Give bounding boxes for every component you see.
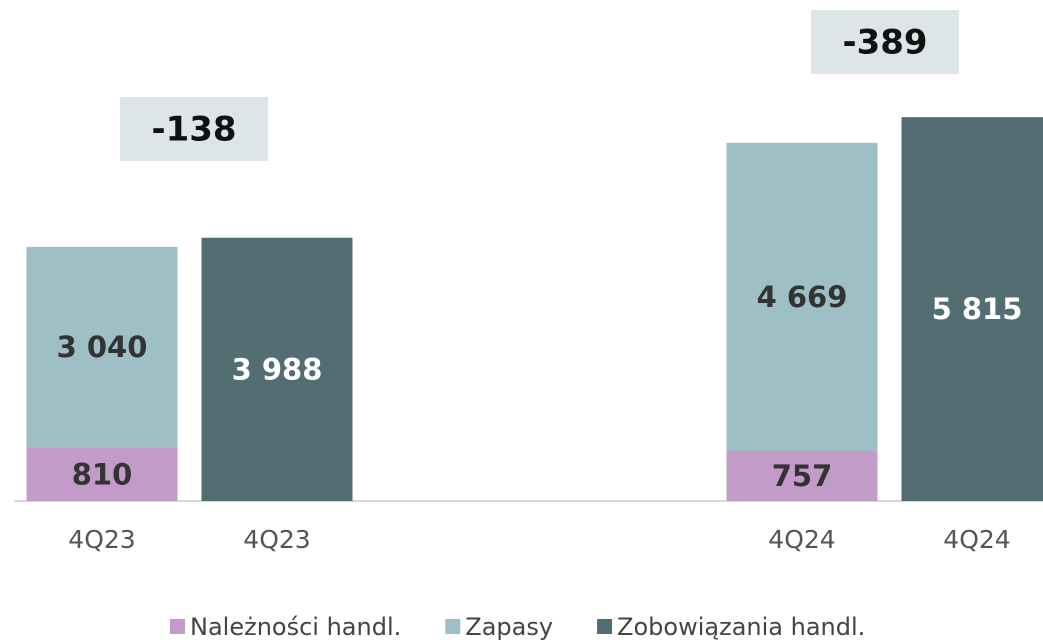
annotation-box bbox=[120, 97, 268, 161]
bar-segment bbox=[901, 117, 1043, 501]
data-label: 757 bbox=[772, 459, 833, 493]
bar-segment bbox=[726, 451, 878, 501]
legend-label: Należności handl. bbox=[190, 613, 401, 640]
bar-segment bbox=[201, 237, 353, 501]
x-tick-label: 4Q23 bbox=[68, 525, 135, 554]
data-label: 3 040 bbox=[57, 330, 148, 364]
legend-label: Zobowiązania handl. bbox=[617, 613, 865, 640]
data-label: 4 669 bbox=[757, 280, 848, 314]
annotation: -389 bbox=[842, 23, 927, 63]
annotation: -138 bbox=[151, 110, 236, 150]
bar-segment bbox=[26, 246, 178, 448]
bar-segment bbox=[26, 447, 178, 501]
x-tick-label: 4Q23 bbox=[243, 525, 310, 554]
legend-swatch bbox=[445, 619, 461, 634]
x-tick-label: 4Q24 bbox=[943, 525, 1010, 554]
data-label: 5 815 bbox=[932, 292, 1023, 326]
legend-swatch bbox=[170, 619, 185, 634]
legend-swatch bbox=[597, 619, 613, 634]
data-label: 810 bbox=[72, 457, 133, 491]
bar-segment bbox=[726, 142, 878, 452]
annotation-box bbox=[811, 10, 959, 74]
legend-label: Zapasy bbox=[465, 613, 553, 640]
data-label: 3 988 bbox=[232, 352, 323, 386]
x-tick-label: 4Q24 bbox=[768, 525, 835, 554]
